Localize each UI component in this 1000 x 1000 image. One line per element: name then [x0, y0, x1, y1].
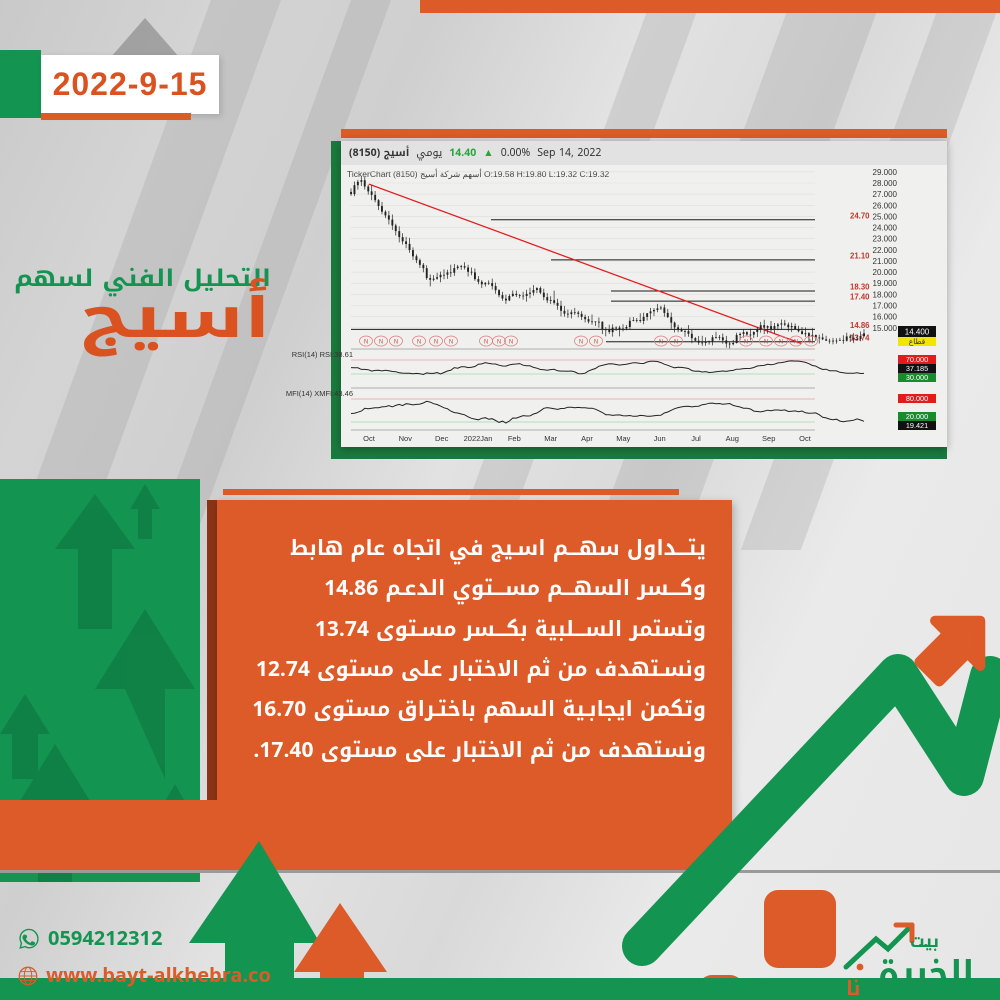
svg-text:N: N: [764, 340, 768, 346]
svg-text:Jun: Jun: [654, 434, 666, 443]
svg-text:May: May: [616, 434, 630, 443]
svg-text:25.000: 25.000: [873, 212, 898, 221]
svg-text:20.000: 20.000: [906, 412, 928, 421]
svg-text:Oct: Oct: [363, 434, 376, 443]
svg-text:N: N: [417, 340, 421, 346]
svg-text:Feb: Feb: [508, 434, 521, 443]
svg-text:N: N: [434, 340, 438, 346]
svg-text:14.400: 14.400: [905, 328, 930, 337]
svg-text:27.000: 27.000: [873, 190, 898, 199]
svg-text:N: N: [674, 340, 678, 346]
svg-text:RSI(14) RSI:38.61: RSI(14) RSI:38.61: [292, 350, 353, 359]
svg-text:30.000: 30.000: [906, 373, 928, 382]
svg-text:18.30: 18.30: [850, 283, 870, 292]
svg-text:20.000: 20.000: [873, 268, 898, 277]
svg-text:70.000: 70.000: [906, 355, 928, 364]
svg-text:21.000: 21.000: [873, 257, 898, 266]
svg-text:14.86: 14.86: [850, 321, 870, 330]
svg-text:N: N: [659, 340, 663, 346]
svg-text:16.000: 16.000: [873, 313, 898, 322]
svg-text:قطاع: قطاع: [909, 337, 926, 346]
svg-text:19.000: 19.000: [873, 279, 898, 288]
svg-text:29.000: 29.000: [873, 168, 898, 177]
svg-text:Nov: Nov: [399, 434, 413, 443]
svg-text:N: N: [779, 340, 783, 346]
svg-text:21.10: 21.10: [850, 251, 870, 260]
svg-text:Apr: Apr: [581, 434, 593, 443]
svg-text:18.000: 18.000: [873, 290, 898, 299]
svg-text:2022Jan: 2022Jan: [464, 434, 493, 443]
svg-text:80.000: 80.000: [906, 394, 928, 403]
svg-text:N: N: [497, 340, 501, 346]
svg-text:23.000: 23.000: [873, 235, 898, 244]
svg-text:24.70: 24.70: [850, 211, 870, 220]
svg-text:22.000: 22.000: [873, 246, 898, 255]
svg-text:N: N: [449, 340, 453, 346]
svg-text:N: N: [484, 340, 488, 346]
svg-text:15.000: 15.000: [873, 324, 898, 333]
svg-text:N: N: [509, 340, 513, 346]
svg-text:N: N: [809, 340, 813, 346]
svg-text:Mar: Mar: [544, 434, 557, 443]
svg-text:Jul: Jul: [691, 434, 701, 443]
svg-text:24.000: 24.000: [873, 224, 898, 233]
svg-text:N: N: [794, 340, 798, 346]
svg-text:N: N: [594, 340, 598, 346]
svg-text:37.185: 37.185: [906, 364, 928, 373]
svg-text:N: N: [379, 340, 383, 346]
svg-text:17.000: 17.000: [873, 302, 898, 311]
svg-text:Dec: Dec: [435, 434, 449, 443]
svg-text:N: N: [394, 340, 398, 346]
svg-text:N: N: [364, 340, 368, 346]
svg-text:N: N: [579, 340, 583, 346]
svg-text:N: N: [744, 340, 748, 346]
svg-text:19.421: 19.421: [906, 421, 928, 430]
svg-text:Oct: Oct: [799, 434, 812, 443]
svg-text:26.000: 26.000: [873, 201, 898, 210]
svg-text:17.40: 17.40: [850, 293, 870, 302]
svg-text:MFI(14) XMFI:43.46: MFI(14) XMFI:43.46: [286, 389, 353, 398]
svg-text:28.000: 28.000: [873, 179, 898, 188]
svg-text:Sep: Sep: [762, 434, 775, 443]
svg-text:Aug: Aug: [726, 434, 739, 443]
